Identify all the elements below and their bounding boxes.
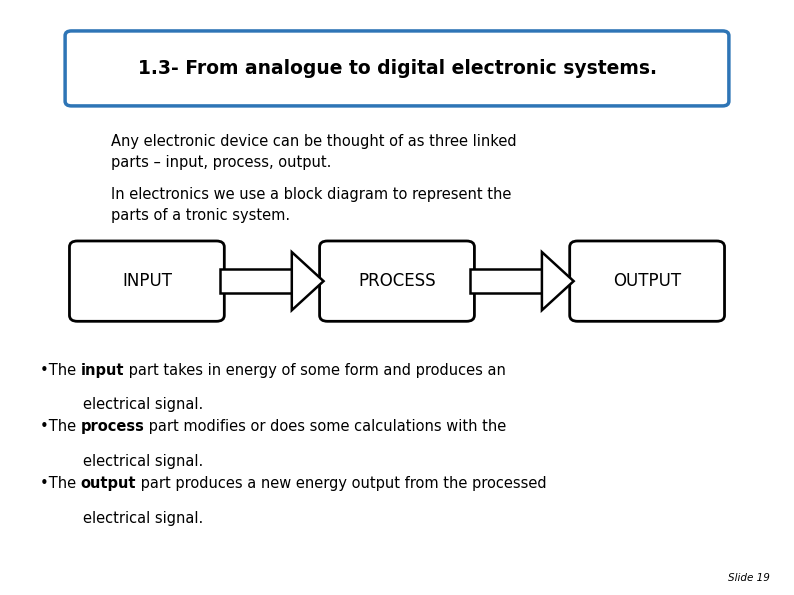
Text: part modifies or does some calculations with the: part modifies or does some calculations … [145,419,507,434]
Text: part takes in energy of some form and produces an: part takes in energy of some form and pr… [124,363,506,378]
Text: 1.3- From analogue to digital electronic systems.: 1.3- From analogue to digital electronic… [137,59,657,78]
Text: electrical signal.: electrical signal. [83,397,203,412]
Text: •The: •The [40,363,80,378]
Text: In electronics we use a block diagram to represent the
parts of a tronic system.: In electronics we use a block diagram to… [111,187,511,224]
Text: process: process [80,419,145,434]
Text: electrical signal.: electrical signal. [83,454,203,469]
Text: INPUT: INPUT [122,272,172,290]
Polygon shape [291,252,324,310]
Text: part produces a new energy output from the processed: part produces a new energy output from t… [136,476,546,491]
Text: input: input [80,363,124,378]
Text: OUTPUT: OUTPUT [613,272,681,290]
FancyBboxPatch shape [569,241,724,321]
Text: electrical signal.: electrical signal. [83,511,203,525]
Text: •The: •The [40,419,80,434]
Polygon shape [542,252,573,310]
FancyBboxPatch shape [470,269,542,293]
Text: PROCESS: PROCESS [358,272,436,290]
Text: output: output [80,476,136,491]
Text: Slide 19: Slide 19 [728,573,770,583]
Text: •The: •The [40,476,80,491]
FancyBboxPatch shape [319,241,474,321]
FancyBboxPatch shape [70,241,224,321]
Text: Any electronic device can be thought of as three linked
parts – input, process, : Any electronic device can be thought of … [111,134,517,170]
FancyBboxPatch shape [220,269,291,293]
FancyBboxPatch shape [65,31,729,106]
